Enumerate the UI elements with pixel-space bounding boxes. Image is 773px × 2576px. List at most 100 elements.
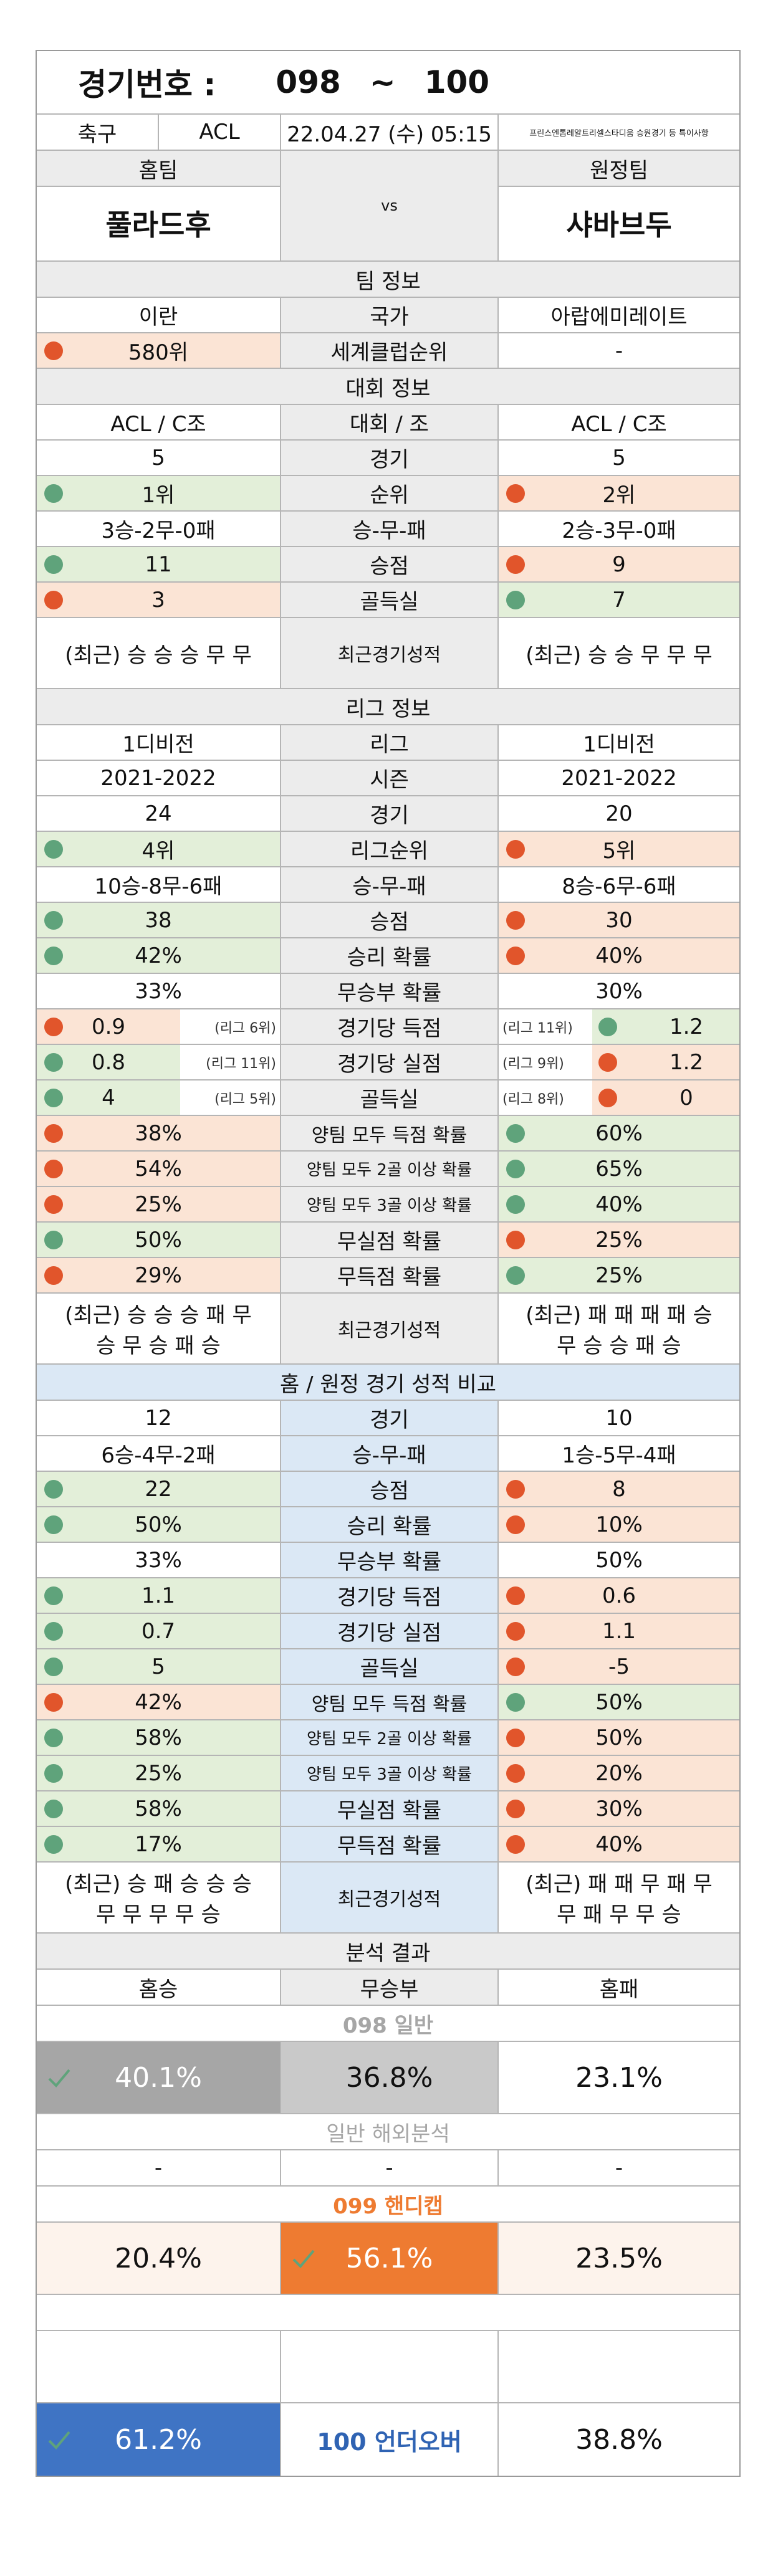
home-league-winprob: 42% xyxy=(37,938,281,973)
tournament-label: 대회 / 조 xyxy=(281,405,499,439)
away-country: 아랍에미레이트 xyxy=(550,305,688,330)
away-league-cleansheet: 25% xyxy=(499,1223,739,1257)
underover-label: 100 언더오버 xyxy=(281,2403,499,2476)
home-team-label: 홈팀 xyxy=(37,151,280,187)
league-label: 리그 xyxy=(281,725,499,760)
ha-recent-label: 최근경기성적 xyxy=(281,1863,499,1932)
league-gpg-label: 경기당 득점 xyxy=(281,1009,499,1044)
ha-btts2-label: 양팀 모두 2골 이상 확률 xyxy=(281,1720,499,1755)
away-team-label: 원정팀 xyxy=(499,151,739,187)
orange-dot-icon xyxy=(44,1123,63,1143)
league-title: 리그 정보 xyxy=(37,689,739,724)
home-ha-gpg: 1.1 xyxy=(37,1578,281,1613)
green-dot-icon xyxy=(506,590,525,609)
green-dot-icon xyxy=(44,555,63,574)
match-info-row: 축구 ACL 22.04.27 (수) 05:15 프린스엔톱레알트리셀스타디움… xyxy=(37,115,739,151)
away-team-name: 샤바브두 xyxy=(566,208,672,242)
league-noscore-label: 무득점 확률 xyxy=(281,1258,499,1292)
green-dot-icon xyxy=(44,1052,63,1072)
homeaway-title: 홈 / 원정 경기 성적 비교 xyxy=(37,1365,739,1400)
league-points-label: 승점 xyxy=(281,903,499,937)
home-league-points: 38 xyxy=(37,903,281,937)
league-recent-label: 최근경기성적 xyxy=(281,1294,499,1363)
handicap-draw: 56.1% xyxy=(281,2223,499,2294)
green-dot-icon xyxy=(44,1657,63,1676)
orange-dot-icon xyxy=(506,1763,525,1783)
away-ha-gapg: 1.1 xyxy=(499,1614,739,1648)
league-code: ACL xyxy=(159,115,281,150)
orange-dot-icon xyxy=(506,1621,525,1641)
away-league-rank: 5위 xyxy=(499,832,739,866)
tournament-title: 대회 정보 xyxy=(37,369,739,404)
home-ha-points: 22 xyxy=(37,1472,281,1506)
orange-dot-icon xyxy=(44,1159,63,1178)
green-dot-icon xyxy=(44,1230,63,1249)
general-draw: 36.8% xyxy=(281,2042,499,2113)
away-gapg-note: (리그 9위) xyxy=(502,1056,564,1072)
league-btts2-label: 양팀 모두 2골 이상 확률 xyxy=(281,1152,499,1186)
team-info-title: 팀 정보 xyxy=(37,262,739,297)
orange-dot-icon xyxy=(44,1017,63,1036)
green-dot-icon xyxy=(506,1266,525,1285)
home-league-noscore: 29% xyxy=(37,1258,281,1292)
home-league-rank: 4위 xyxy=(37,832,281,866)
away-league-points: 30 xyxy=(499,903,739,937)
home-ha-noscore: 17% xyxy=(37,1827,281,1861)
overseas-home-win: - xyxy=(37,2150,281,2185)
orange-dot-icon xyxy=(506,484,525,503)
ha-gapg-label: 경기당 실점 xyxy=(281,1614,499,1648)
away-season: 2021-2022 xyxy=(561,765,677,791)
league-btts3-label: 양팀 모두 3골 이상 확률 xyxy=(281,1187,499,1221)
general-home-win: 40.1% xyxy=(37,2042,281,2113)
tour-rank-label: 순위 xyxy=(281,476,499,510)
ha-winprob-label: 승리 확률 xyxy=(281,1507,499,1542)
home-league-cleansheet: 50% xyxy=(37,1223,281,1257)
away-tour-record: 2승-3무-0패 xyxy=(562,518,676,543)
home-league-record: 10승-8무-6패 xyxy=(37,867,281,902)
ha-btts3-label: 양팀 모두 3골 이상 확률 xyxy=(281,1756,499,1790)
ha-btts-label: 양팀 모두 득점 확률 xyxy=(281,1685,499,1719)
league-record-label: 승-무-패 xyxy=(281,867,499,902)
home-gpg-note: (리그 6위) xyxy=(214,1020,276,1036)
home-league-gpg: 0.9 (리그 6위) xyxy=(37,1009,281,1044)
home-tournament: ACL / C조 xyxy=(37,405,281,439)
orange-dot-icon xyxy=(44,341,63,360)
away-club-rank: - xyxy=(615,338,623,363)
away-ha-points: 8 xyxy=(499,1472,739,1506)
green-dot-icon xyxy=(44,1799,63,1818)
green-dot-icon xyxy=(598,1017,617,1036)
home-country: 이란 xyxy=(37,298,281,332)
away-league-drawprob: 30% xyxy=(595,978,643,1004)
sport: 축구 xyxy=(37,115,159,150)
home-ha-btts: 42% xyxy=(37,1685,281,1719)
green-dot-icon xyxy=(506,1195,525,1214)
away-league-noscore: 25% xyxy=(499,1258,739,1292)
orange-dot-icon xyxy=(506,1230,525,1249)
away-ha-record: 1승-5무-4패 xyxy=(562,1443,676,1468)
league-rank-label: 리그순위 xyxy=(281,832,499,866)
match-analysis-sheet: 경기번호 : 098 ~ 100 축구 ACL 22.04.27 (수) 05:… xyxy=(36,50,741,2477)
home-tour-games: 5 xyxy=(37,441,281,475)
tour-recent-label: 최근경기성적 xyxy=(281,618,499,688)
home-ha-winprob: 50% xyxy=(37,1507,281,1542)
green-dot-icon xyxy=(44,1621,63,1641)
league-games-label: 경기 xyxy=(281,796,499,831)
league-drawprob-label: 무승부 확률 xyxy=(281,974,499,1008)
ha-gpg-label: 경기당 득점 xyxy=(281,1578,499,1613)
orange-dot-icon xyxy=(506,839,525,859)
home-league-drawprob: 33% xyxy=(37,974,281,1008)
league-gd-label: 골득실 xyxy=(281,1080,499,1115)
orange-dot-icon xyxy=(506,1728,525,1747)
home-ha-record: 6승-4무-2패 xyxy=(37,1436,281,1471)
home-league-games: 24 xyxy=(37,796,281,831)
empty-cell-mid xyxy=(281,2331,499,2402)
away-tournament: ACL / C조 xyxy=(571,412,667,437)
green-dot-icon xyxy=(44,1586,63,1605)
orange-dot-icon xyxy=(506,1515,525,1534)
overseas-draw: - xyxy=(281,2150,499,2185)
away-tour-recent: (최근) 승 승 무 무 무 xyxy=(526,642,713,668)
league-cleansheet-label: 무실점 확률 xyxy=(281,1223,499,1257)
general-label: 098 일반 xyxy=(342,2013,434,2038)
